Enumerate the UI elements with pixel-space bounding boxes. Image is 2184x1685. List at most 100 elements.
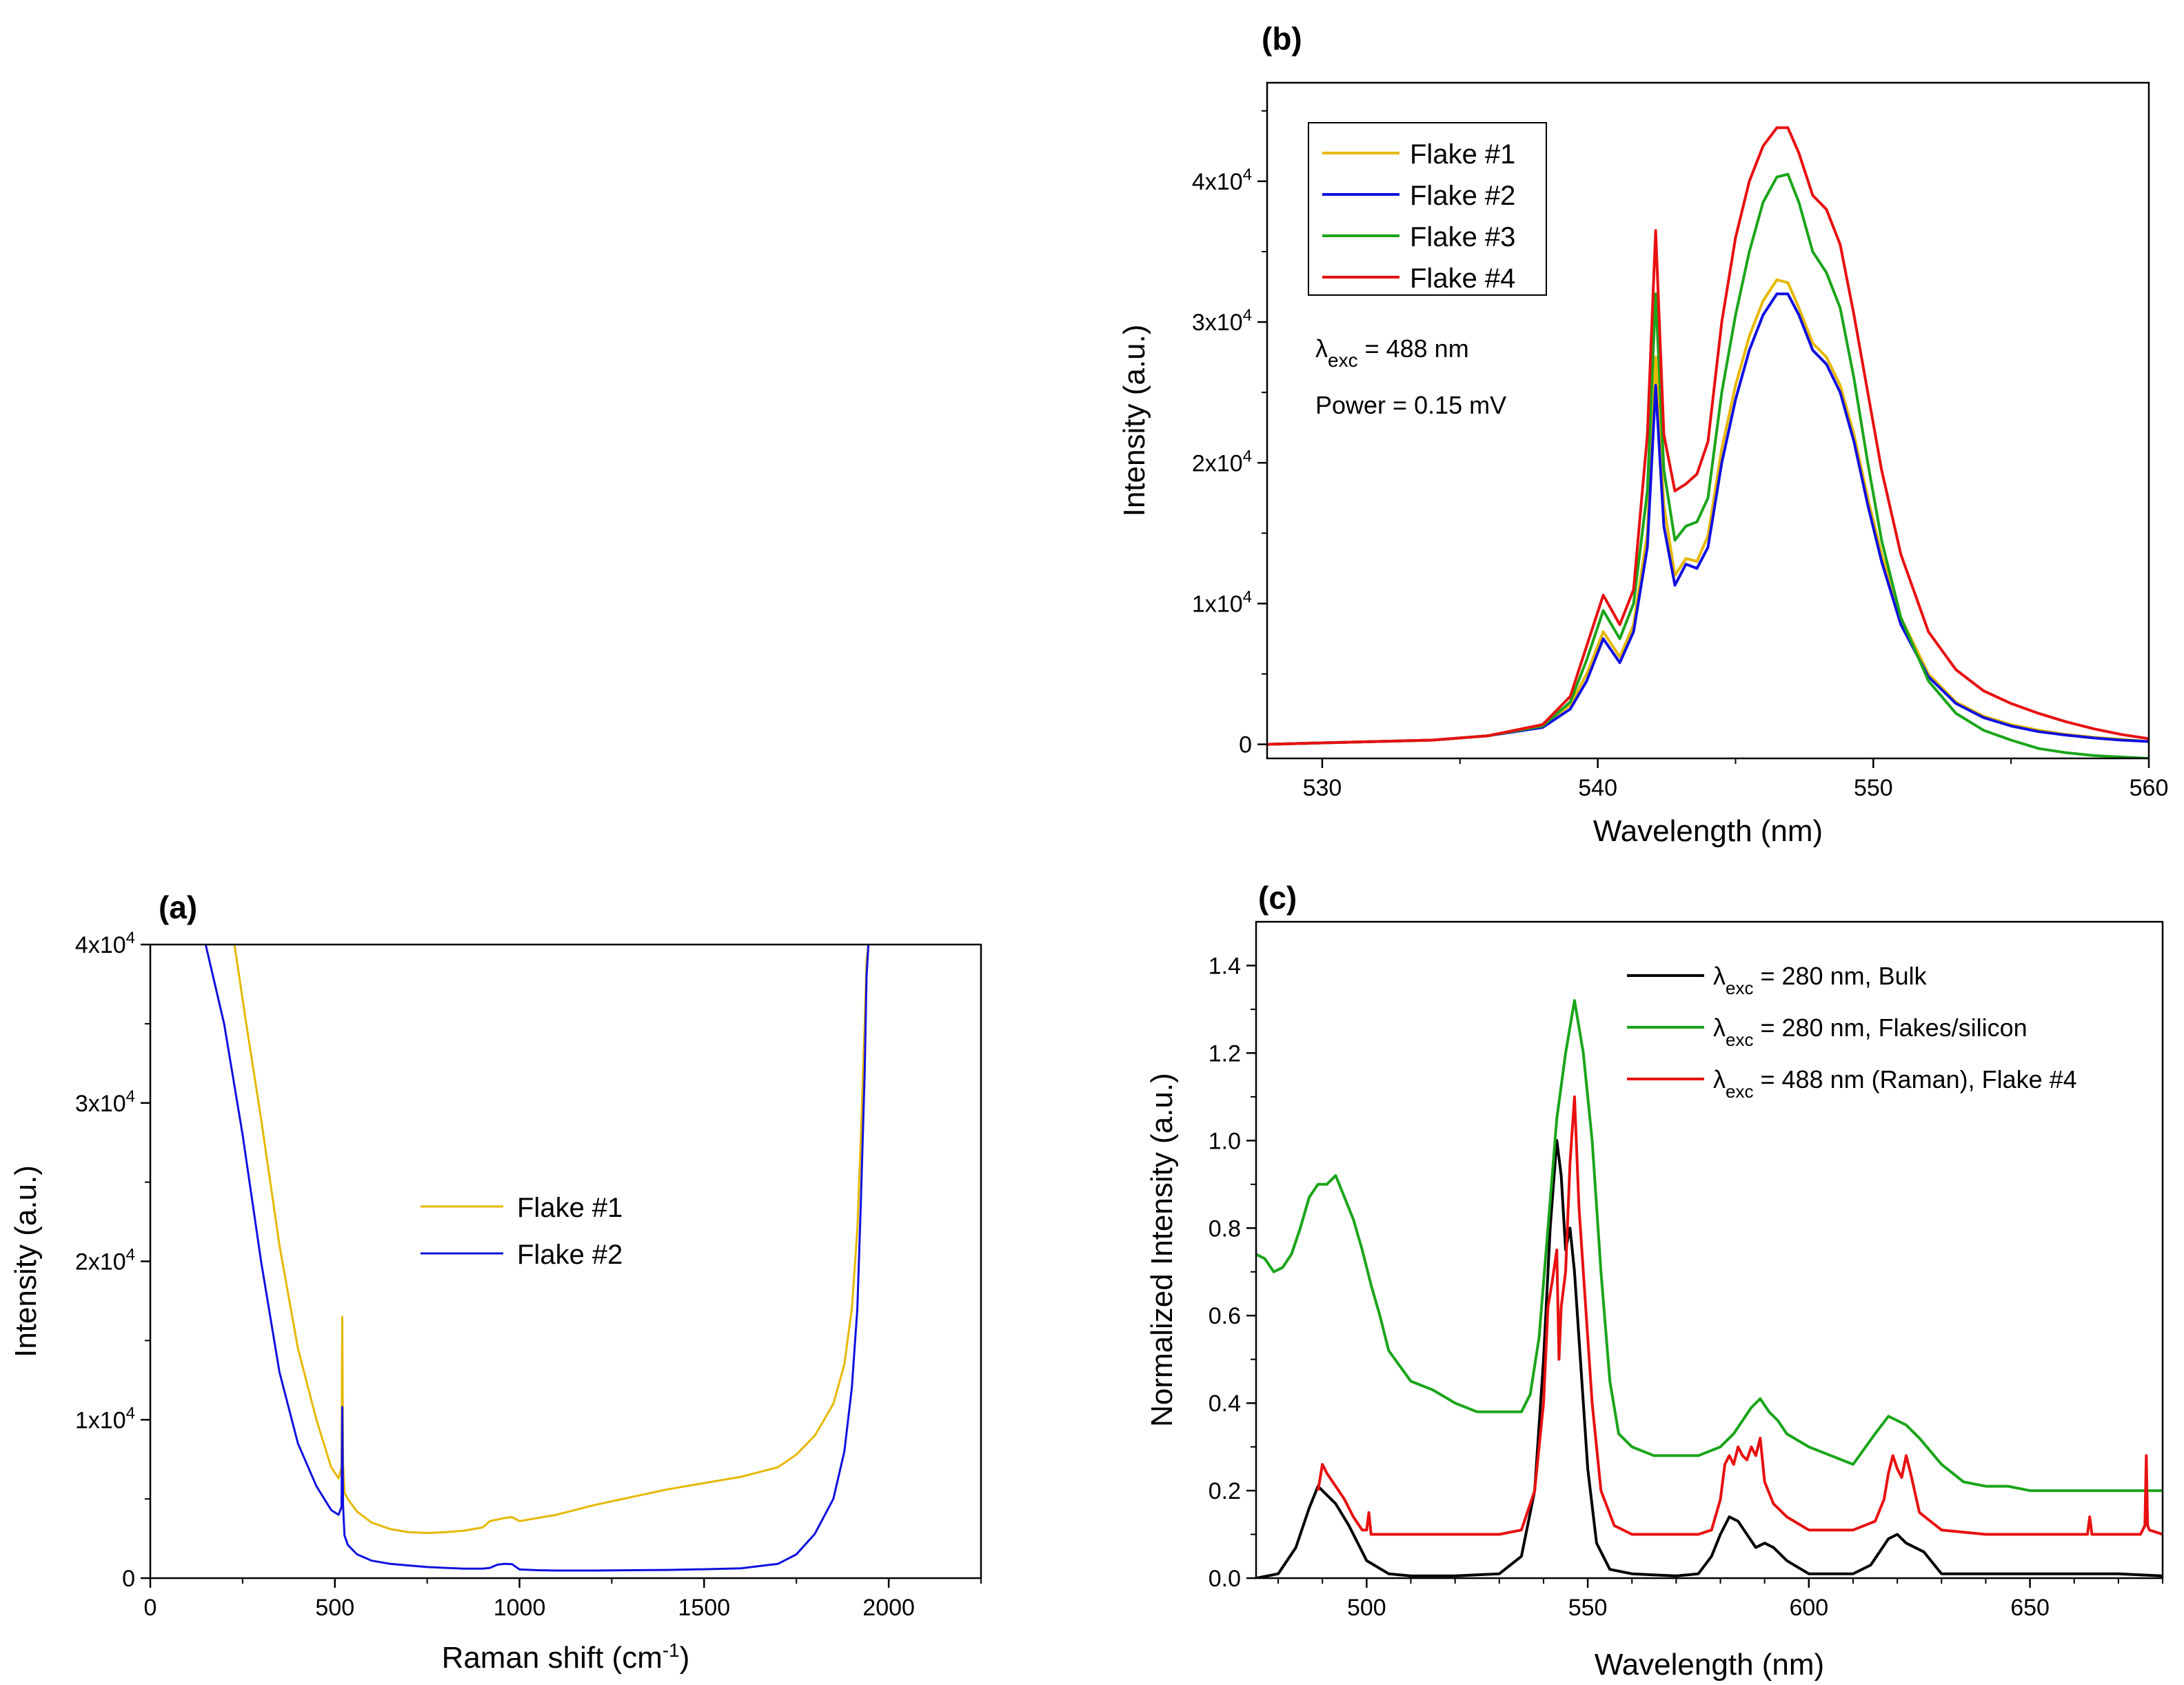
y-tick-main: 0 (122, 1566, 135, 1592)
y-tick-label: 4x104 (75, 929, 135, 958)
y-tick-label: 2x104 (1192, 447, 1252, 476)
x-axis-label-close: ) (680, 1641, 690, 1675)
x-tick-label: 500 (1347, 1595, 1386, 1621)
series-line-2 (1267, 292, 2149, 746)
y-tick-exponent: 4 (1243, 306, 1252, 325)
x-axis-label-sup: -1 (663, 1639, 680, 1661)
y-tick-exponent: 4 (1243, 165, 1252, 184)
x-axis-label-main: Raman shift (cm (442, 1641, 663, 1675)
panel-c-label: (c) (1258, 880, 1297, 916)
x-tick-label: 600 (1789, 1595, 1828, 1621)
lambda-value: = 488 nm (1358, 334, 1469, 363)
y-tick-exponent: 4 (126, 929, 135, 947)
x-tick-label: 540 (1578, 775, 1617, 801)
y-tick-main: 1.4 (1209, 953, 1241, 979)
y-tick-main: 0 (1239, 732, 1252, 758)
y-tick-label: 0.8 (1209, 1215, 1241, 1242)
y-tick-label: 0.0 (1209, 1566, 1241, 1592)
panel-a-label: (a) (159, 889, 197, 925)
legend-label-3: λexc = 488 nm (Raman), Flake #4 (1713, 1065, 2077, 1102)
series-line-3 (1267, 172, 2149, 758)
y-tick-label: 3x104 (1192, 306, 1252, 336)
y-axis-label: Normalized Intensity (a.u.) (1145, 1073, 1179, 1427)
legend-subscript: exc (1726, 1081, 1753, 1102)
x-axis-label: Wavelength (nm) (1593, 814, 1823, 848)
y-tick-main: 1x10 (75, 1407, 126, 1433)
legend-label-1: λexc = 280 nm, Bulk (1713, 962, 1928, 998)
x-tick-label: 500 (315, 1595, 354, 1621)
y-tick-label: 0 (122, 1566, 135, 1592)
plot-frame (1266, 81, 2150, 760)
series-group (1256, 999, 2163, 1578)
y-tick-exponent: 4 (1243, 447, 1252, 465)
x-tick-label: 560 (2130, 775, 2169, 801)
y-axis-label: Intensity (a.u.) (1118, 325, 1151, 517)
y-tick-main: 0.6 (1209, 1303, 1241, 1329)
series-group (1267, 126, 2149, 758)
series-line-2 (1256, 999, 2163, 1493)
y-tick-label: 0 (1239, 732, 1252, 758)
y-tick-main: 2x10 (1192, 450, 1243, 476)
x-axis-label: Wavelength (nm) (1595, 1648, 1824, 1682)
y-tick-label: 1.2 (1209, 1040, 1241, 1067)
panel-c: 500 550 600 650 0.0 0.2 0.4 0.6 0.8 1.0 1.2 1.4 Wave… (1145, 920, 2164, 1682)
y-tick-main: 2x10 (75, 1249, 126, 1275)
legend-lambda: λ (1713, 1013, 1726, 1042)
plot-frame (1255, 920, 2164, 1580)
y-tick-label: 4x104 (1192, 165, 1252, 195)
y-tick-main: 1.2 (1209, 1040, 1241, 1067)
lambda-symbol: λ (1315, 334, 1328, 363)
y-tick-main: 0.8 (1209, 1215, 1241, 1242)
legend-label-1: Flake #1 (517, 1193, 623, 1223)
y-tick-exponent: 4 (126, 1404, 135, 1422)
x-tick-label: 650 (2010, 1595, 2050, 1621)
lambda-subscript: exc (1328, 350, 1358, 371)
panel-b: 530 540 550 56001x1042x1043x1044x104Wavelen… (1118, 81, 2169, 848)
legend-lambda: λ (1713, 1065, 1726, 1093)
x-tick-label: 2000 (862, 1595, 915, 1621)
x-tick-label: 550 (1854, 775, 1893, 801)
y-tick-label: 0.4 (1209, 1391, 1241, 1417)
series-line-3 (1316, 1095, 2163, 1536)
y-tick-label: 1x104 (1192, 587, 1252, 617)
y-tick-label: 0.6 (1209, 1303, 1241, 1329)
y-tick-main: 1.0 (1209, 1128, 1241, 1154)
y-tick-exponent: 4 (126, 1087, 135, 1106)
y-tick-main: 3x10 (75, 1091, 126, 1117)
legend-subscript: exc (1726, 1029, 1753, 1050)
panel-a: 0 500 1000 1500 200001x1042x1043x1044x104Ram… (9, 929, 982, 1675)
legend-label-1: Flake #1 (1410, 139, 1515, 170)
series-line-2 (204, 945, 870, 1572)
x-tick-label: 0 (144, 1595, 157, 1621)
power-annotation: Power = 0.15 mV (1315, 391, 1506, 419)
x-tick-label: 530 (1303, 775, 1342, 801)
series-line-1 (1256, 1139, 2163, 1578)
x-tick-label: 550 (1568, 1595, 1608, 1621)
x-tick-label: 1000 (494, 1595, 546, 1621)
y-tick-label: 3x104 (75, 1087, 135, 1117)
y-tick-main: 4x10 (1192, 169, 1243, 195)
y-tick-exponent: 4 (126, 1246, 135, 1264)
y-tick-main: 4x10 (75, 932, 126, 958)
excitation-annotation: λexc = 488 nm (1315, 334, 1469, 371)
y-tick-main: 0.0 (1209, 1566, 1241, 1592)
y-tick-main: 0.2 (1209, 1478, 1241, 1504)
panel-b-label: (b) (1262, 21, 1302, 57)
legend-label-2: Flake #2 (517, 1240, 623, 1270)
y-tick-main: 0.4 (1209, 1391, 1241, 1417)
legend-text: = 280 nm, Flakes/silicon (1753, 1013, 2027, 1042)
y-tick-main: 1x10 (1192, 591, 1243, 617)
y-tick-label: 1x104 (75, 1404, 135, 1433)
y-tick-label: 0.2 (1209, 1478, 1241, 1504)
series-line-1 (233, 945, 870, 1534)
x-tick-label: 1500 (678, 1595, 731, 1621)
legend-label-2: Flake #2 (1410, 181, 1515, 211)
legend-subscript: exc (1726, 978, 1753, 998)
series-group (204, 945, 870, 1572)
series-line-4 (1267, 126, 2149, 746)
legend-label-3: Flake #3 (1410, 222, 1515, 252)
legend-label-2: λexc = 280 nm, Flakes/silicon (1713, 1013, 2028, 1050)
y-tick-label: 1.4 (1209, 953, 1241, 979)
legend-text: = 280 nm, Bulk (1753, 962, 1927, 990)
